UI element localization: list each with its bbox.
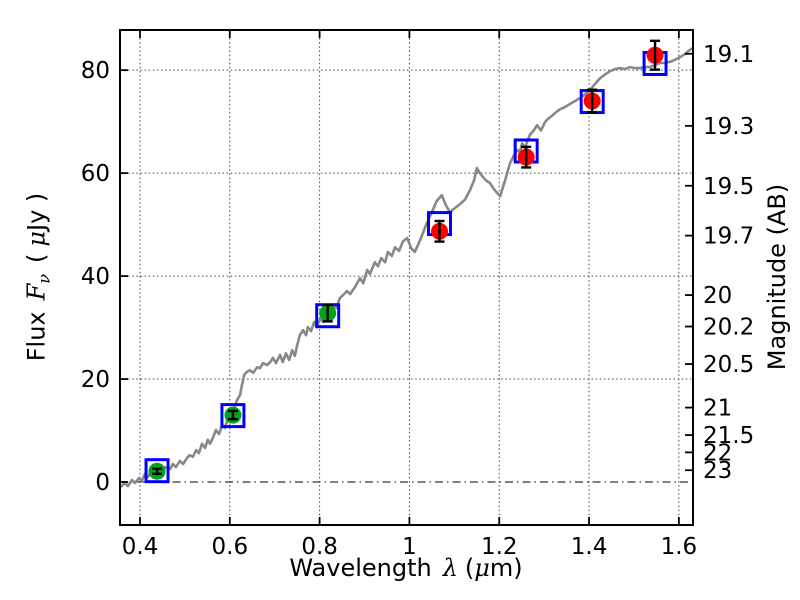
flux-label-text: Flux bbox=[22, 311, 51, 362]
y-axis-label-flux: Flux Fν ( μJy ) bbox=[23, 193, 54, 362]
flux-symbol: F bbox=[22, 283, 51, 301]
plot-frame bbox=[119, 29, 694, 526]
flux-unit-open: ( bbox=[22, 253, 51, 263]
model-photometry-square bbox=[220, 403, 246, 429]
magnitude-tick-label: 19.7 bbox=[703, 224, 754, 250]
lambda-symbol: λ bbox=[442, 554, 458, 582]
model-spectrum-line bbox=[119, 46, 694, 489]
x-tick-label: 1.4 bbox=[571, 534, 608, 560]
y-axis-label-magnitude: Magnitude (AB) bbox=[763, 183, 791, 371]
flux-tick-label: 0 bbox=[95, 470, 110, 496]
flux-unit-close: Jy ) bbox=[22, 192, 51, 232]
magnitude-tick-label: 21 bbox=[703, 396, 732, 422]
magnitude-tick-label: 20.2 bbox=[703, 315, 754, 341]
x-axis-unit-open: ( bbox=[464, 554, 475, 582]
model-photometry-square bbox=[144, 458, 170, 484]
x-axis-unit-close: m) bbox=[489, 554, 523, 582]
flux-tick-label: 40 bbox=[81, 264, 110, 290]
nu-subscript: ν bbox=[34, 273, 54, 284]
flux-tick-label: 80 bbox=[81, 58, 110, 84]
mu-symbol: μ bbox=[474, 554, 490, 582]
x-axis-label-text: Wavelength bbox=[289, 554, 432, 582]
x-tick-label: 1.2 bbox=[481, 534, 518, 560]
x-tick-label: 0.6 bbox=[212, 534, 249, 560]
magnitude-tick-label: 23 bbox=[703, 458, 732, 484]
x-axis-label: Wavelength λ (μm) bbox=[289, 554, 522, 582]
magnitude-tick-label: 21.5 bbox=[703, 423, 754, 449]
x-tick-label: 0.8 bbox=[301, 534, 338, 560]
mu-symbol-flux: μ bbox=[22, 231, 51, 247]
flux-tick-label: 60 bbox=[81, 161, 110, 187]
flux-tick-label: 20 bbox=[81, 367, 110, 393]
magnitude-tick-label: 19.3 bbox=[703, 114, 754, 140]
magnitude-tick-label: 19.5 bbox=[703, 174, 754, 200]
magnitude-tick-label: 20.5 bbox=[703, 352, 754, 378]
magnitude-tick-label: 19.1 bbox=[703, 42, 754, 68]
magnitude-tick-label: 20 bbox=[703, 283, 732, 309]
x-tick-label: 1 bbox=[402, 534, 417, 560]
x-tick-label: 1.6 bbox=[661, 534, 698, 560]
x-tick-label: 0.4 bbox=[122, 534, 159, 560]
magnitude-tick-label: 22 bbox=[703, 440, 732, 466]
